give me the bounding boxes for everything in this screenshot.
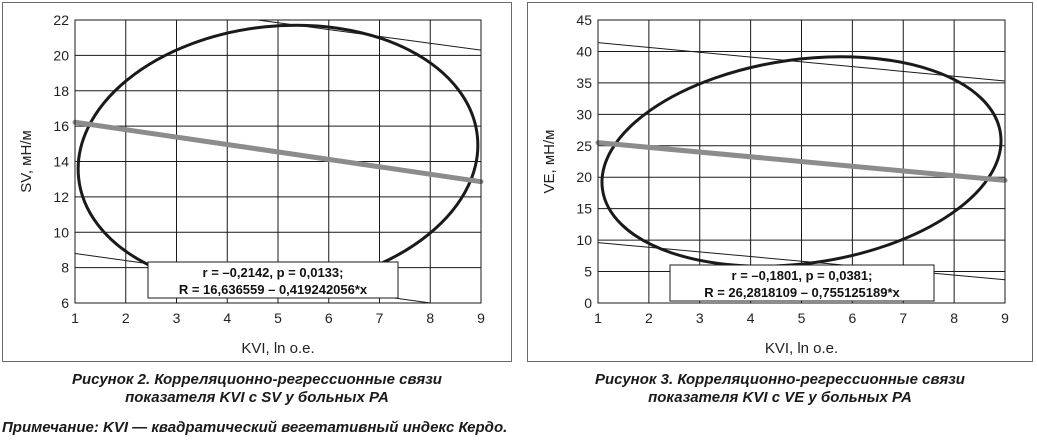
plot-frame (597, 19, 1006, 304)
x-tick-label: 8 (426, 310, 434, 326)
y-tick-label: 20 (53, 47, 69, 63)
x-tick-label: 8 (950, 310, 958, 326)
confidence-ellipse (600, 55, 1003, 268)
y-tick-label: 30 (576, 106, 592, 122)
annotation-line: R = 26,2818109 – 0,755125189*x (704, 285, 900, 300)
y-tick-label: 6 (61, 295, 69, 311)
confidence-bound-line (598, 42, 1005, 82)
y-tick-label: 8 (61, 260, 69, 276)
annotation-box (147, 261, 399, 299)
y-tick-label: 12 (53, 189, 69, 205)
y-axis-title: SV, мН/м (18, 130, 35, 193)
x-tick-label: 1 (71, 310, 79, 326)
y-tick-label: 15 (576, 201, 592, 217)
x-tick-label: 6 (848, 310, 856, 326)
figure-caption-2: Рисунок 2. Корреляционно-регрессионные с… (2, 371, 512, 407)
regression-line (595, 140, 1008, 183)
y-tick-label: 45 (576, 12, 592, 28)
caption-line-2: показателя KVI с SV у больных РА (125, 389, 389, 406)
x-tick-label: 2 (122, 310, 130, 326)
caption-line-2: показателя KVI с VE у больных РА (648, 389, 912, 406)
x-tick-label: 5 (274, 310, 282, 326)
x-tick-label: 3 (173, 310, 181, 326)
footnote: Примечание: KVI — квадратический вегетат… (2, 419, 508, 436)
y-tick-label: 0 (584, 295, 592, 311)
x-tick-label: 4 (747, 310, 755, 326)
x-axis-title: KVI, ln о.е. (241, 340, 314, 357)
x-tick-label: 7 (899, 310, 907, 326)
y-tick-label: 5 (584, 264, 592, 280)
x-tick-label: 4 (223, 310, 231, 326)
annotation-line: R = 16,636559 – 0,419242056*x (179, 282, 368, 297)
y-tick-label: 10 (53, 224, 69, 240)
x-tick-label: 3 (696, 310, 704, 326)
annotation-line: r = –0,2142, р = 0,0133; (203, 265, 344, 280)
y-tick-label: 16 (53, 118, 69, 134)
annotation-line: r = –0,1801, р = 0,0381; (732, 268, 873, 283)
x-tick-label: 6 (325, 310, 333, 326)
figure-caption-3: Рисунок 3. Корреляционно-регрессионные с… (527, 371, 1033, 407)
y-tick-label: 35 (576, 75, 592, 91)
x-tick-label: 5 (798, 310, 806, 326)
y-tick-label: 14 (53, 154, 69, 170)
y-axis-title: VE, мН/м (541, 130, 558, 194)
confidence-bound-line (598, 242, 1005, 281)
regression-line (72, 119, 484, 185)
y-tick-label: 22 (53, 12, 69, 28)
x-tick-label: 7 (376, 310, 384, 326)
y-tick-label: 18 (53, 83, 69, 99)
y-tick-label: 20 (576, 169, 592, 185)
caption-line-1: Рисунок 3. Корреляционно-регрессионные с… (595, 371, 965, 388)
x-tick-label: 9 (477, 310, 485, 326)
chart-panel-ve: 1 2 3 4 5 6 7 8 9 0 5 10 15 20 25 30 35 40 45 KVI, ln о.е. V… (527, 2, 1033, 362)
plot-frame (74, 19, 482, 304)
y-tick-label: 25 (576, 138, 592, 154)
x-tick-label: 2 (645, 310, 653, 326)
y-tick-label: 10 (576, 232, 592, 248)
x-tick-label: 1 (594, 310, 602, 326)
annotation-box (669, 264, 935, 302)
x-axis-title: KVI, ln о.е. (765, 340, 838, 357)
chart-panel-sv: 1 2 3 4 5 6 7 8 9 6 8 10 12 14 16 18 20 22 KVI, ln о.е. SV,… (2, 2, 512, 362)
y-tick-label: 40 (576, 43, 592, 59)
x-tick-label: 9 (1001, 310, 1009, 326)
caption-line-1: Рисунок 2. Корреляционно-регрессионные с… (72, 371, 442, 388)
plot-area (598, 42, 1005, 281)
